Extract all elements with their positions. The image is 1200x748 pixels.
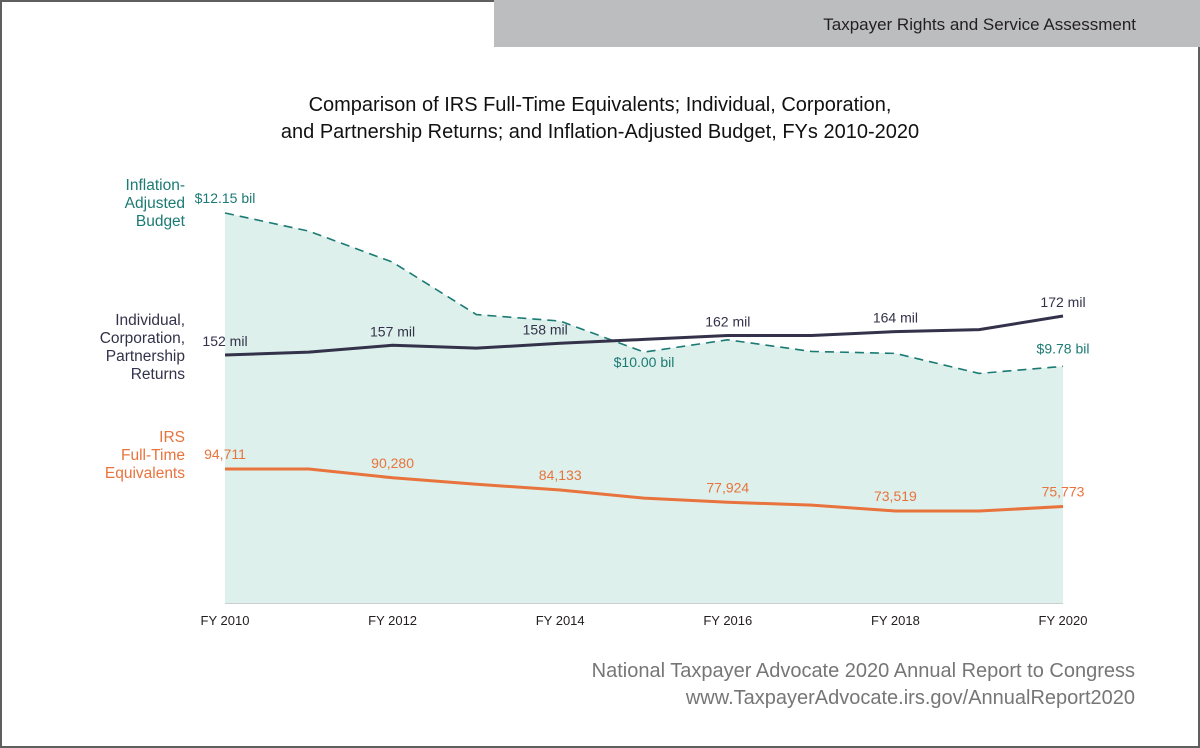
footer-citation: National Taxpayer Advocate 2020 Annual R… <box>592 658 1135 712</box>
data-label: $12.15 bil <box>195 190 256 206</box>
data-label: 152 mil <box>202 333 247 349</box>
x-tick-label: FY 2012 <box>368 613 417 628</box>
data-label: $9.78 bil <box>1037 340 1090 356</box>
data-label: 157 mil <box>370 323 415 339</box>
data-label: 84,133 <box>539 467 582 483</box>
data-label: 90,280 <box>371 455 414 471</box>
x-tick-label: FY 2014 <box>536 613 585 628</box>
footer-line2: www.TaxpayerAdvocate.irs.gov/AnnualRepor… <box>685 687 1135 709</box>
data-label: 162 mil <box>705 314 750 330</box>
x-tick-label: FY 2010 <box>201 613 250 628</box>
data-label: 158 mil <box>523 321 568 337</box>
data-label: 172 mil <box>1040 294 1085 310</box>
chart-title-line2: and Partnership Returns; and Inflation-A… <box>280 121 920 143</box>
data-label: 75,773 <box>1042 484 1085 500</box>
x-tick-label: FY 2016 <box>703 613 752 628</box>
returns-line <box>224 314 1064 357</box>
x-tick-label: FY 2020 <box>1039 613 1088 628</box>
header-band: Taxpayer Rights and Service Assessment <box>494 0 1200 47</box>
section-title: Taxpayer Rights and Service Assessment <box>823 15 1136 34</box>
data-label: 77,924 <box>706 479 749 495</box>
legend-label-fte: IRS Full-Time Equivalents <box>104 429 185 482</box>
data-label: 73,519 <box>874 488 917 504</box>
legend-label-returns: Individual, Corporation, Partnership Ret… <box>99 312 185 383</box>
data-label: 94,711 <box>204 446 246 462</box>
budget-area <box>225 213 1063 603</box>
chart-title: Comparison of IRS Full-Time Equivalents;… <box>0 92 1200 146</box>
footer-line1: National Taxpayer Advocate 2020 Annual R… <box>591 660 1135 682</box>
data-label: $10.00 bil <box>614 354 675 370</box>
data-label: 164 mil <box>873 310 918 326</box>
x-tick-label: FY 2018 <box>871 613 920 628</box>
fte-line <box>225 467 1064 513</box>
chart-title-line1: Comparison of IRS Full-Time Equivalents;… <box>308 94 892 116</box>
legend-label-budget: Inflation- Adjusted Budget <box>124 177 185 230</box>
